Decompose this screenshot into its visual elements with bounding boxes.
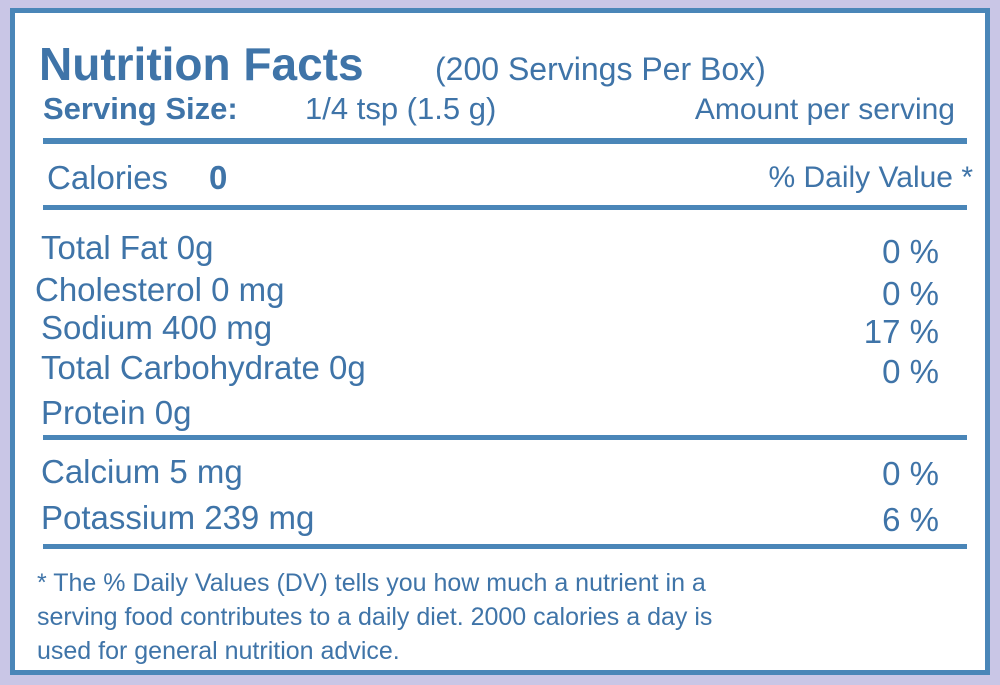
nutrient-dv: 0 % <box>882 233 939 270</box>
dv-header: % Daily Value * <box>768 161 973 194</box>
mineral-dv: 6 % <box>882 501 939 538</box>
nutrition-label: Nutrition Facts (200 Servings Per Box) S… <box>10 8 990 675</box>
nutrient-name: Sodium 400 mg <box>41 309 273 346</box>
amount-per-serving: Amount per serving <box>694 93 955 126</box>
footnote-line: * The % Daily Values (DV) tells you how … <box>37 569 706 597</box>
nutrient-name: Total Carbohydrate 0g <box>41 349 366 386</box>
nutrient-name: Protein 0g <box>41 394 192 431</box>
footnote-line: serving food contributes to a daily diet… <box>37 603 713 631</box>
footnote-line: used for general nutrition advice. <box>37 637 400 665</box>
nutrient-dv: 0 % <box>882 353 939 390</box>
rule <box>43 435 967 440</box>
nutrient-dv: 17 % <box>863 313 939 350</box>
nutrient-dv: 0 % <box>882 275 939 312</box>
nutrient-name: Cholesterol 0 mg <box>35 271 285 308</box>
mineral-name: Calcium 5 mg <box>41 453 243 490</box>
title: Nutrition Facts <box>39 38 364 90</box>
rule <box>43 138 967 144</box>
rule <box>43 205 967 210</box>
rule <box>43 544 967 549</box>
mineral-name: Potassium 239 mg <box>41 499 315 536</box>
serving-size-label: Serving Size: <box>43 91 238 126</box>
mineral-dv: 0 % <box>882 455 939 492</box>
calories-label: Calories <box>47 159 169 196</box>
servings: (200 Servings Per Box) <box>435 51 766 87</box>
calories-value: 0 <box>209 159 228 196</box>
serving-size: 1/4 tsp (1.5 g) <box>305 91 497 126</box>
nutrient-name: Total Fat 0g <box>41 229 214 266</box>
